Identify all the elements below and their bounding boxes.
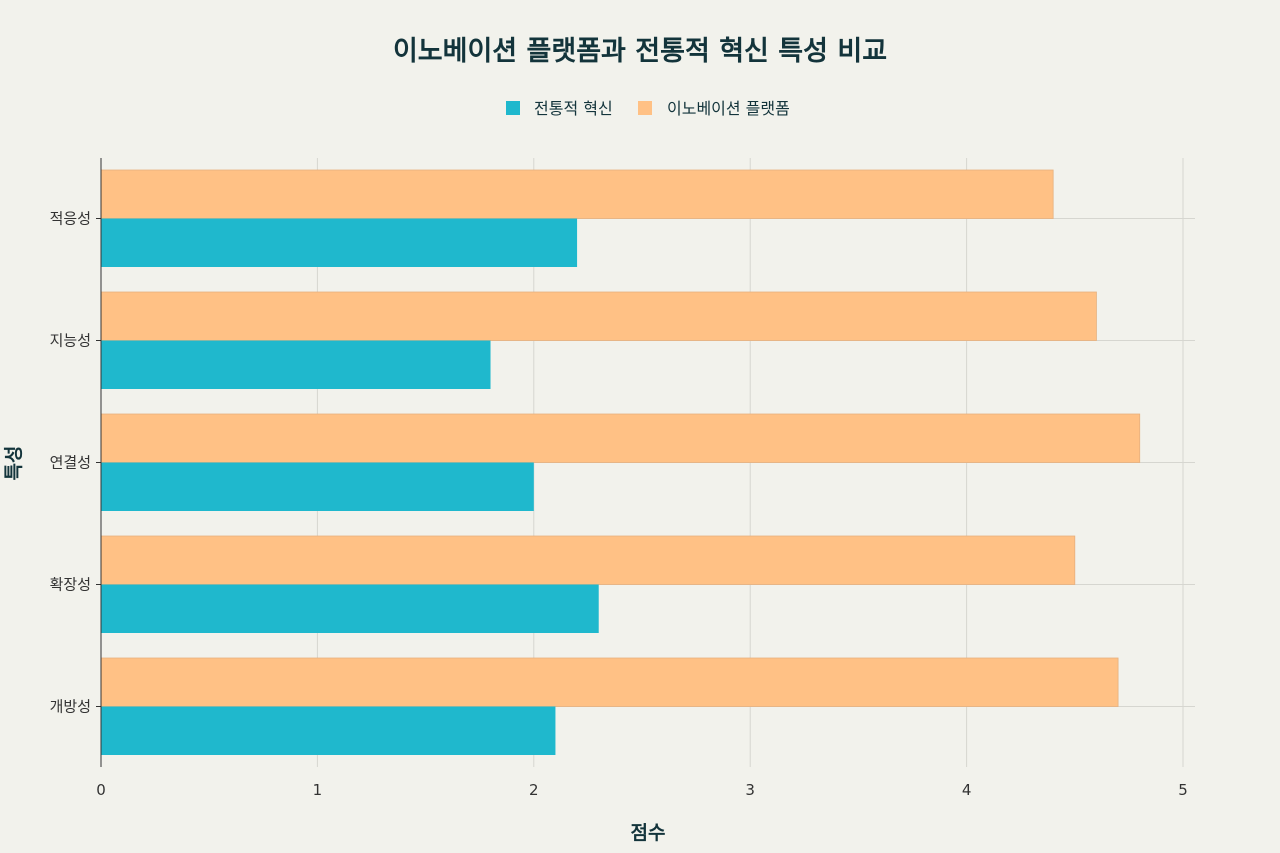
bar-platform-4 [100, 657, 1119, 707]
bar-platform-1 [100, 291, 1097, 341]
x-axis-title: 점수 [631, 822, 666, 844]
x-axis-ticks: 0 1 2 3 4 5 [96, 781, 1188, 799]
x-tick-label-3: 3 [745, 781, 755, 799]
bar-platform-2 [100, 413, 1141, 463]
y-axis-title: 특성 [3, 446, 25, 481]
x-tick-label-5: 5 [1178, 781, 1188, 799]
y-tick-label-3: 확장성 [50, 576, 91, 594]
chart-title: 이노베이션 플랫폼과 전통적 혁신 특성 비교 [393, 36, 887, 67]
bar-traditional-0 [101, 218, 578, 267]
x-tick-label-1: 1 [313, 781, 323, 799]
y-tick-label-1: 지능성 [50, 332, 91, 350]
y-tick-label-0: 적응성 [50, 210, 91, 228]
bar-platform-0 [100, 169, 1054, 219]
bar-platform-3 [100, 535, 1076, 585]
legend-label-platform: 이노베이션 플랫폼 [667, 99, 790, 118]
bar-traditional-3 [101, 584, 599, 633]
x-tick-label-2: 2 [529, 781, 539, 799]
y-tick-label-2: 연결성 [50, 454, 91, 472]
legend-swatch-platform [638, 101, 652, 115]
bar-traditional-2 [101, 462, 534, 511]
bar-traditional-1 [101, 340, 491, 389]
y-tick-label-4: 개방성 [50, 698, 91, 716]
bars [100, 169, 1141, 755]
legend-label-traditional: 전통적 혁신 [534, 99, 613, 118]
legend: 전통적 혁신 이노베이션 플랫폼 [506, 99, 790, 118]
x-tick-label-4: 4 [962, 781, 972, 799]
x-tick-label-0: 0 [96, 781, 106, 799]
legend-swatch-traditional [506, 101, 520, 115]
bar-traditional-4 [101, 706, 556, 755]
